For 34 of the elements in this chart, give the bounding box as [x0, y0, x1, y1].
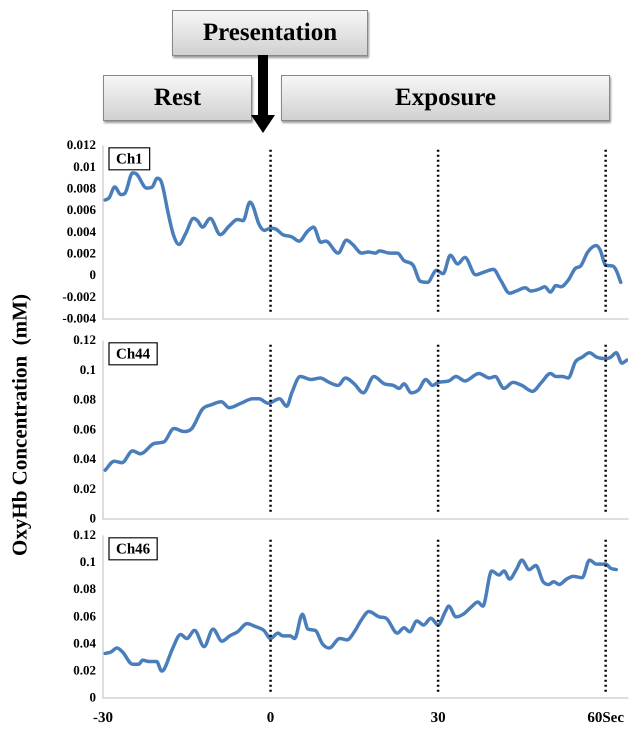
y-tick-label: 0: [90, 689, 96, 704]
y-tick-label: 0.08: [73, 392, 96, 407]
chart-title: Ch1: [116, 152, 143, 168]
y-tick-label: 0.1: [80, 554, 96, 570]
y-tick-label: 0.12: [73, 527, 96, 542]
y-tick-label: 0.02: [73, 662, 96, 678]
y-tick-label: -0.004: [62, 310, 96, 326]
y-tick-label: 0: [90, 510, 96, 526]
y-tick-label: 0.04: [73, 451, 96, 466]
y-tick-label: -0.002: [62, 288, 96, 304]
y-axis-title: OxyHb Concentration (mM): [8, 294, 32, 556]
y-tick-label: 0.06: [73, 421, 96, 436]
y-tick-label: 0.008: [66, 180, 96, 196]
y-tick-label: 0.1: [80, 362, 96, 377]
chart-title: Ch44: [116, 346, 151, 363]
y-tick-label: 0.012: [66, 137, 96, 152]
y-tick-label: 0.12: [73, 332, 96, 348]
chart-title: Ch46: [116, 542, 151, 558]
y-tick-label: 0.02: [73, 480, 96, 496]
text: Presentation: [172, 10, 368, 56]
y-tick-label: 0.004: [66, 224, 96, 239]
y-tick-label: 0.08: [73, 581, 96, 596]
text: Exposure: [281, 75, 610, 121]
x-tick-label: -30: [93, 710, 113, 726]
y-tick-label: 0.006: [66, 202, 96, 218]
x-tick-label: 60Sec: [587, 710, 624, 726]
y-tick-label: 0.06: [73, 608, 96, 624]
y-tick-label: 0.01: [73, 158, 96, 174]
y-tick-label: 0: [90, 267, 96, 282]
y-tick-label: 0.04: [73, 635, 96, 650]
x-tick-label: 0: [266, 710, 274, 726]
text: Rest: [103, 75, 252, 121]
x-tick-label: 30: [430, 710, 446, 726]
y-tick-label: 0.002: [66, 246, 96, 261]
